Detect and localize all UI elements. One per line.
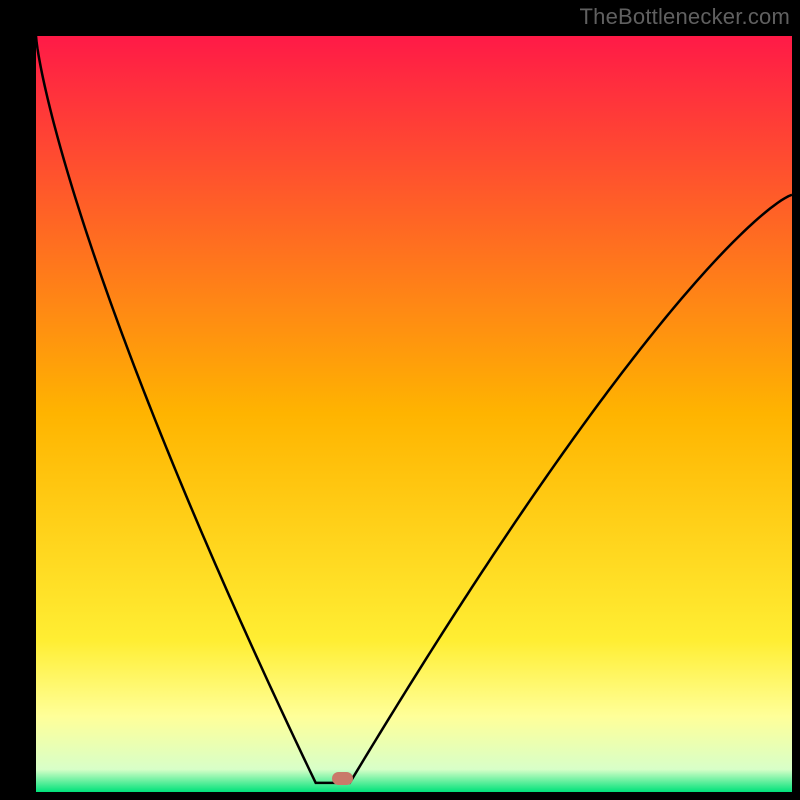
chart-frame: TheBottlenecker.com: [0, 0, 800, 800]
bottleneck-curve: [36, 36, 792, 792]
watermark-text: TheBottlenecker.com: [580, 4, 790, 30]
plot-area: [36, 36, 792, 792]
optimal-point-marker: [332, 772, 353, 785]
